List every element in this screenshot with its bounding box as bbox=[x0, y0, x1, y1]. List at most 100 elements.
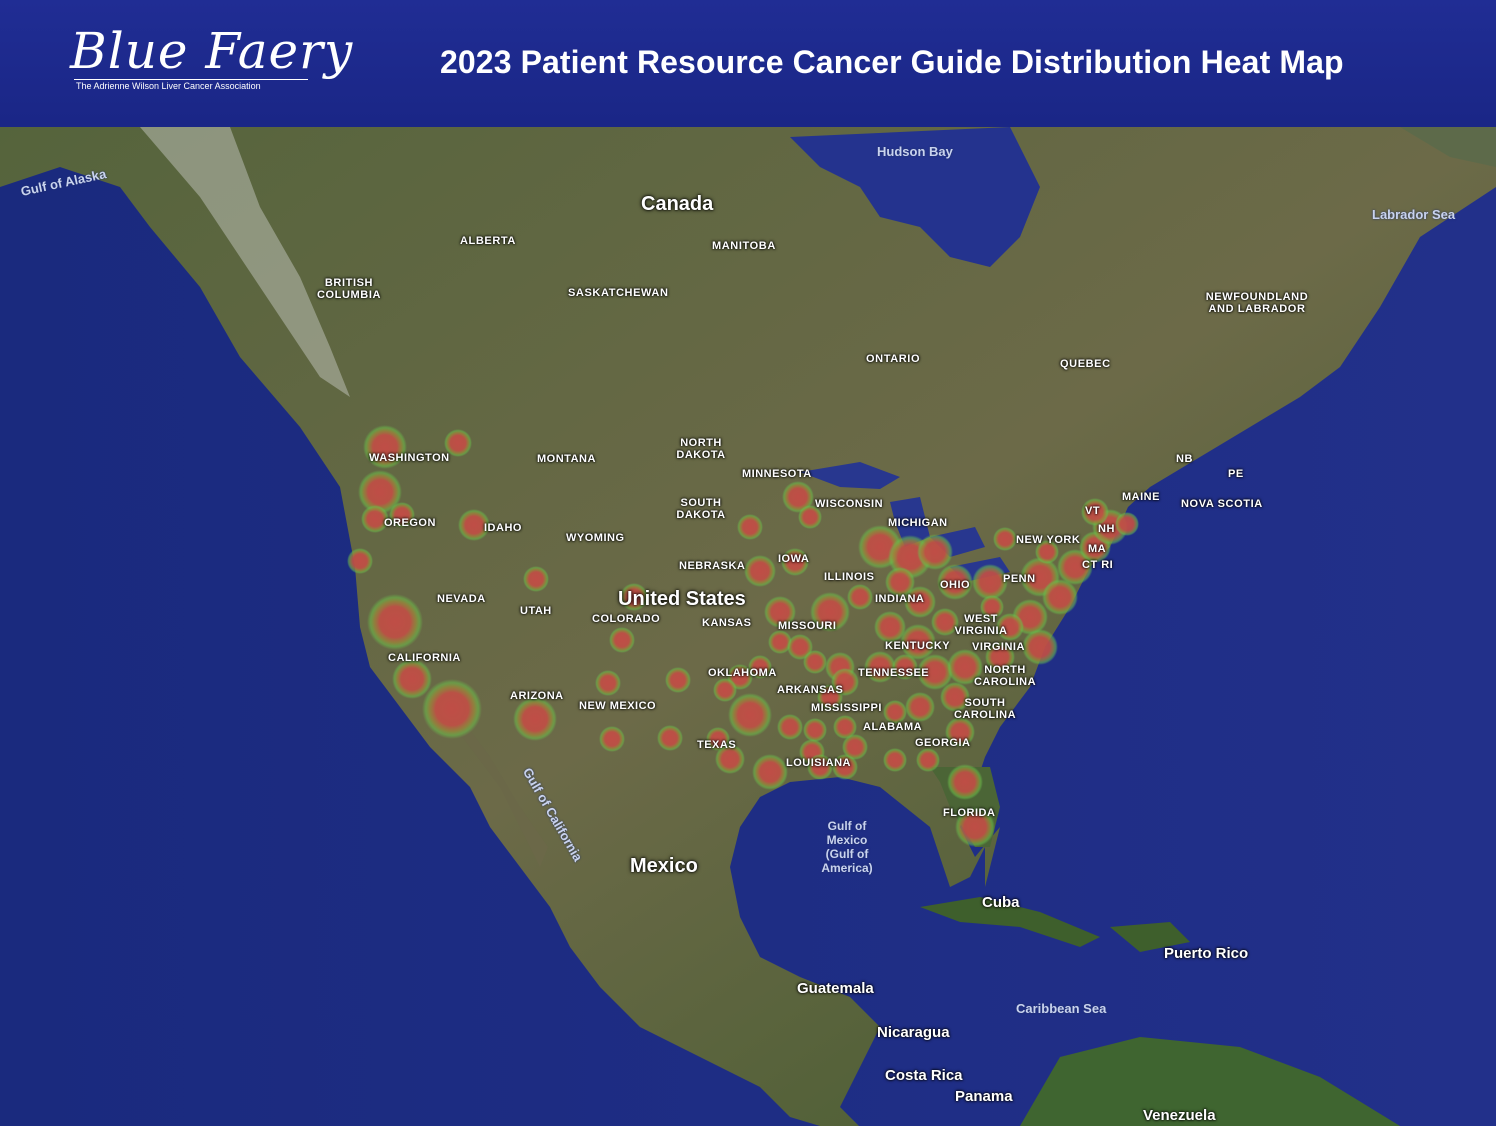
heat-spot bbox=[599, 726, 625, 752]
heat-spot bbox=[363, 425, 407, 469]
label-saskatchewan: SASKATCHEWAN bbox=[568, 287, 669, 299]
great-lakes bbox=[800, 462, 1010, 582]
label-montana: MONTANA bbox=[537, 453, 596, 465]
heat-spot bbox=[764, 596, 796, 628]
label-alberta: ALBERTA bbox=[460, 235, 516, 247]
label-colorado: COLORADO bbox=[592, 613, 661, 625]
label-new-mexico: NEW MEXICO bbox=[579, 700, 657, 712]
label-kentucky: KENTUCKY bbox=[885, 640, 951, 652]
heat-map: Gulf of Alaska Hudson Bay Labrador Sea G… bbox=[0, 127, 1496, 1126]
heat-spot bbox=[947, 649, 983, 685]
heat-spot bbox=[874, 611, 906, 643]
heat-spot bbox=[367, 594, 423, 650]
label-pennsylvania: PENN bbox=[1003, 573, 1036, 585]
heat-spot bbox=[993, 527, 1017, 551]
label-florida: FLORIDA bbox=[943, 807, 996, 819]
label-louisiana: LOUISIANA bbox=[786, 757, 851, 769]
label-oregon: OREGON bbox=[384, 517, 436, 529]
heat-spot bbox=[832, 754, 858, 780]
hispaniola-island bbox=[1110, 922, 1190, 952]
heat-spot bbox=[883, 748, 907, 772]
south-america bbox=[1020, 1037, 1400, 1126]
label-ma: MA bbox=[1088, 543, 1107, 555]
heat-spot bbox=[947, 764, 983, 800]
heat-spot bbox=[905, 692, 935, 722]
heat-spot bbox=[737, 514, 763, 540]
heat-spot bbox=[620, 583, 648, 611]
heat-spot bbox=[1042, 579, 1078, 615]
heat-spot bbox=[347, 548, 373, 574]
label-north-dakota: NORTH DAKOTA bbox=[676, 437, 726, 461]
label-new-york: NEW YORK bbox=[1016, 534, 1081, 546]
heat-spot bbox=[665, 667, 691, 693]
heat-spot bbox=[422, 679, 482, 739]
heat-spot bbox=[361, 505, 389, 533]
heat-spot bbox=[883, 700, 907, 724]
heat-spot bbox=[715, 744, 745, 774]
heat-spot bbox=[1035, 540, 1059, 564]
label-ohio: OHIO bbox=[940, 579, 971, 591]
heat-spot bbox=[917, 654, 953, 690]
label-nevada: NEVADA bbox=[437, 593, 486, 605]
heat-spot bbox=[803, 650, 827, 674]
label-alabama: ALABAMA bbox=[863, 721, 923, 733]
heat-spot bbox=[768, 630, 792, 654]
label-pe: PE bbox=[1228, 468, 1244, 480]
label-georgia: GEORGIA bbox=[915, 737, 971, 749]
heat-spot bbox=[444, 429, 472, 457]
label-british-columbia: BRITISH COLUMBIA bbox=[316, 277, 382, 301]
label-gulf-of-mexico: Gulf of Mexico (Gulf of America) bbox=[821, 819, 873, 875]
label-idaho: IDAHO bbox=[484, 522, 522, 534]
heat-spot bbox=[713, 678, 737, 702]
label-kansas: KANSAS bbox=[702, 617, 752, 629]
greenland-edge bbox=[1400, 127, 1496, 167]
heat-spot bbox=[996, 613, 1024, 641]
heat-spot bbox=[706, 727, 730, 751]
logo-tagline: The Adrienne Wilson Liver Cancer Associa… bbox=[76, 81, 261, 91]
heat-spot bbox=[358, 470, 402, 514]
label-ontario: ONTARIO bbox=[866, 353, 921, 365]
page-title: 2023 Patient Resource Cancer Guide Distr… bbox=[440, 44, 1344, 80]
heat-spot bbox=[892, 654, 918, 680]
heat-spot bbox=[782, 481, 814, 513]
label-arizona: ARIZONA bbox=[510, 690, 564, 702]
label-west-virginia: WEST VIRGINIA bbox=[954, 613, 1008, 637]
blue-faery-logo: Blue Faery The Adrienne Wilson Liver Can… bbox=[62, 22, 352, 98]
label-texas: TEXAS bbox=[697, 739, 737, 751]
label-cuba: Cuba bbox=[982, 894, 1020, 911]
heat-spot bbox=[781, 548, 809, 576]
label-puerto-rico: Puerto Rico bbox=[1164, 945, 1249, 962]
heat-spot bbox=[748, 655, 772, 679]
heat-spot bbox=[1081, 498, 1109, 526]
label-nicaragua: Nicaragua bbox=[877, 1024, 950, 1041]
heat-spot bbox=[744, 555, 776, 587]
heat-spot bbox=[904, 586, 936, 618]
heat-spot bbox=[937, 564, 973, 600]
label-labrador-sea: Labrador Sea bbox=[1372, 207, 1456, 222]
heat-spot bbox=[752, 754, 788, 790]
heat-spot bbox=[798, 505, 822, 529]
label-minnesota: MINNESOTA bbox=[742, 468, 812, 480]
heat-spot bbox=[1022, 629, 1058, 665]
heat-spot bbox=[885, 567, 915, 597]
label-nh: NH bbox=[1098, 523, 1115, 535]
label-illinois: ILLINOIS bbox=[824, 571, 875, 583]
heat-spot bbox=[777, 714, 803, 740]
heat-spots bbox=[347, 425, 1139, 847]
heat-spot bbox=[810, 592, 850, 632]
label-nova-scotia: NOVA SCOTIA bbox=[1181, 498, 1263, 510]
label-north-carolina: NORTH CAROLINA bbox=[973, 664, 1037, 688]
label-united-states: United States bbox=[618, 588, 746, 610]
rocky-mountains-snow bbox=[140, 127, 350, 397]
label-oklahoma: OKLAHOMA bbox=[708, 667, 777, 679]
label-nb: NB bbox=[1176, 453, 1194, 465]
heat-spot bbox=[931, 608, 959, 636]
baja-california bbox=[440, 707, 548, 867]
label-mexico: Mexico bbox=[630, 855, 698, 877]
label-california: CALIFORNIA bbox=[388, 652, 461, 664]
label-tennessee: TENNESSEE bbox=[858, 667, 930, 679]
heat-spot bbox=[900, 624, 936, 660]
label-venezuela: Venezuela bbox=[1143, 1107, 1216, 1124]
heat-spot bbox=[807, 754, 833, 780]
label-utah: UTAH bbox=[520, 605, 552, 617]
